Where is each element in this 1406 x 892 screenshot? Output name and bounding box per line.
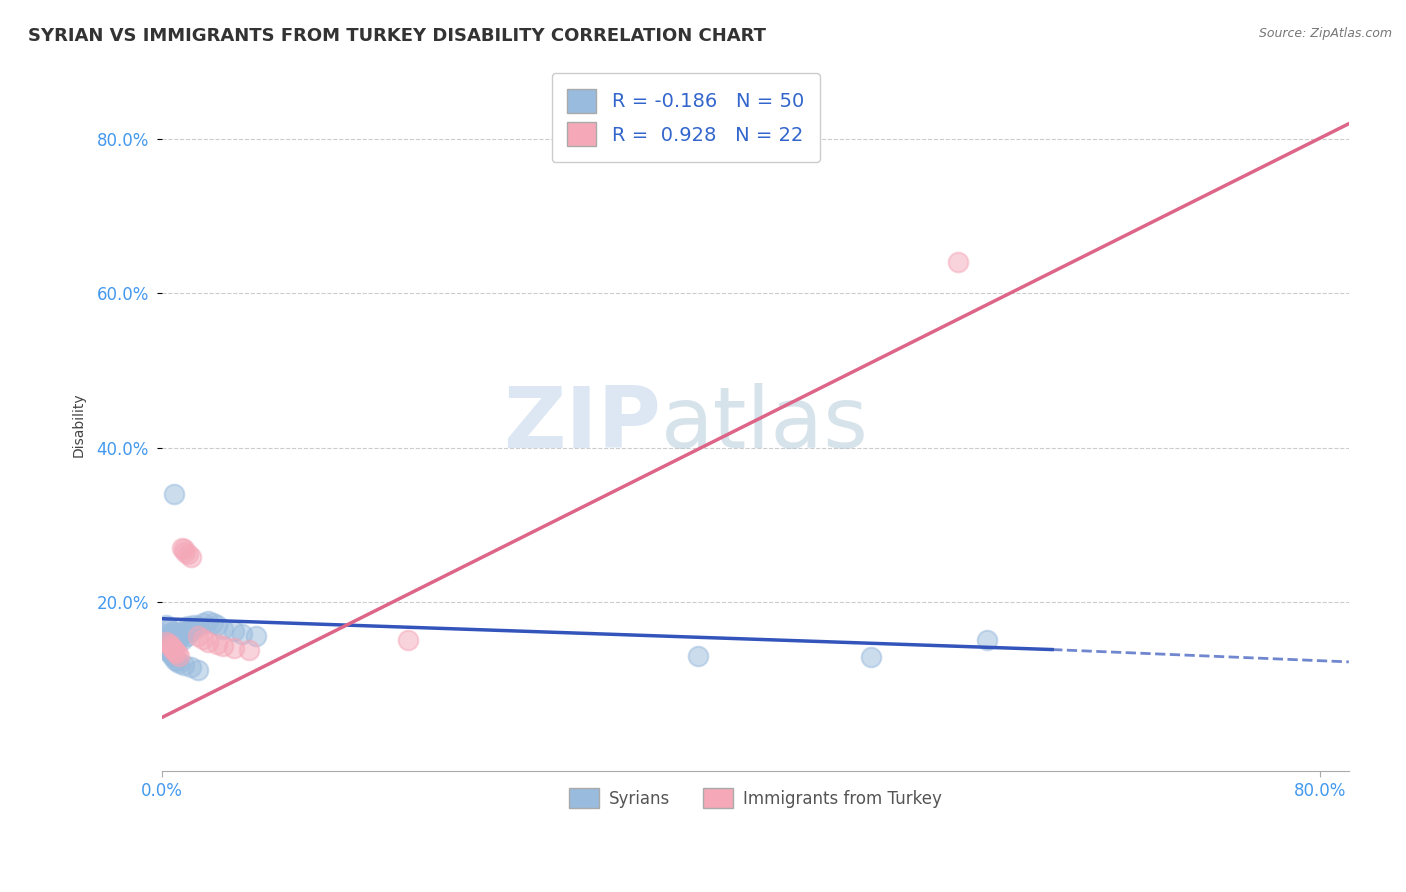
Point [172, 541, 194, 555]
Point [197, 614, 219, 628]
Point [245, 630, 267, 644]
Legend: Syrians, Immigrants from Turkey: Syrians, Immigrants from Turkey [562, 781, 949, 815]
Point [180, 624, 202, 638]
Point [224, 624, 246, 638]
Point [157, 622, 180, 636]
Point [153, 639, 176, 653]
Point [155, 635, 177, 649]
Point [174, 624, 197, 638]
Point [860, 650, 883, 665]
Point [224, 640, 246, 655]
Point [976, 633, 998, 648]
Point [179, 622, 201, 636]
Point [231, 627, 253, 641]
Point [187, 663, 209, 677]
Point [166, 647, 188, 661]
Point [155, 618, 177, 632]
Y-axis label: Disability: Disability [72, 392, 86, 457]
Point [165, 652, 187, 666]
Point [170, 630, 193, 644]
Text: atlas: atlas [661, 383, 869, 466]
Point [183, 618, 205, 632]
Point [162, 487, 184, 501]
Point [177, 619, 200, 633]
Point [160, 640, 183, 655]
Point [169, 632, 191, 646]
Point [180, 549, 202, 564]
Point [159, 639, 181, 653]
Point [153, 631, 176, 645]
Point [191, 632, 214, 646]
Point [191, 616, 214, 631]
Point [173, 657, 195, 672]
Point [172, 633, 194, 648]
Point [156, 635, 179, 649]
Point [162, 624, 184, 638]
Point [205, 618, 228, 632]
Point [180, 660, 202, 674]
Point [159, 647, 181, 661]
Point [176, 630, 198, 644]
Point [197, 635, 219, 649]
Point [162, 650, 184, 665]
Text: ZIP: ZIP [503, 383, 661, 466]
Point [152, 635, 174, 649]
Point [174, 544, 197, 558]
Point [177, 547, 200, 561]
Point [396, 633, 419, 648]
Point [156, 642, 179, 657]
Point [187, 630, 209, 644]
Point [187, 619, 209, 633]
Point [205, 637, 228, 651]
Point [160, 627, 183, 641]
Text: Source: ZipAtlas.com: Source: ZipAtlas.com [1258, 27, 1392, 40]
Point [159, 625, 181, 640]
Point [162, 640, 184, 654]
Point [211, 622, 233, 636]
Point [167, 627, 190, 641]
Point [155, 640, 177, 655]
Point [169, 657, 191, 671]
Point [165, 630, 187, 644]
Point [162, 642, 184, 657]
Point [160, 648, 183, 663]
Point [238, 642, 260, 657]
Point [166, 654, 188, 668]
Point [157, 637, 180, 651]
Point [169, 648, 191, 663]
Point [211, 640, 233, 654]
Text: SYRIAN VS IMMIGRANTS FROM TURKEY DISABILITY CORRELATION CHART: SYRIAN VS IMMIGRANTS FROM TURKEY DISABIL… [28, 27, 766, 45]
Point [159, 637, 181, 651]
Point [157, 645, 180, 659]
Point [173, 542, 195, 557]
Point [201, 616, 224, 631]
Point [152, 627, 174, 641]
Point [166, 625, 188, 640]
Point [165, 645, 187, 659]
Point [173, 625, 195, 640]
Point [686, 648, 709, 663]
Point [946, 255, 969, 269]
